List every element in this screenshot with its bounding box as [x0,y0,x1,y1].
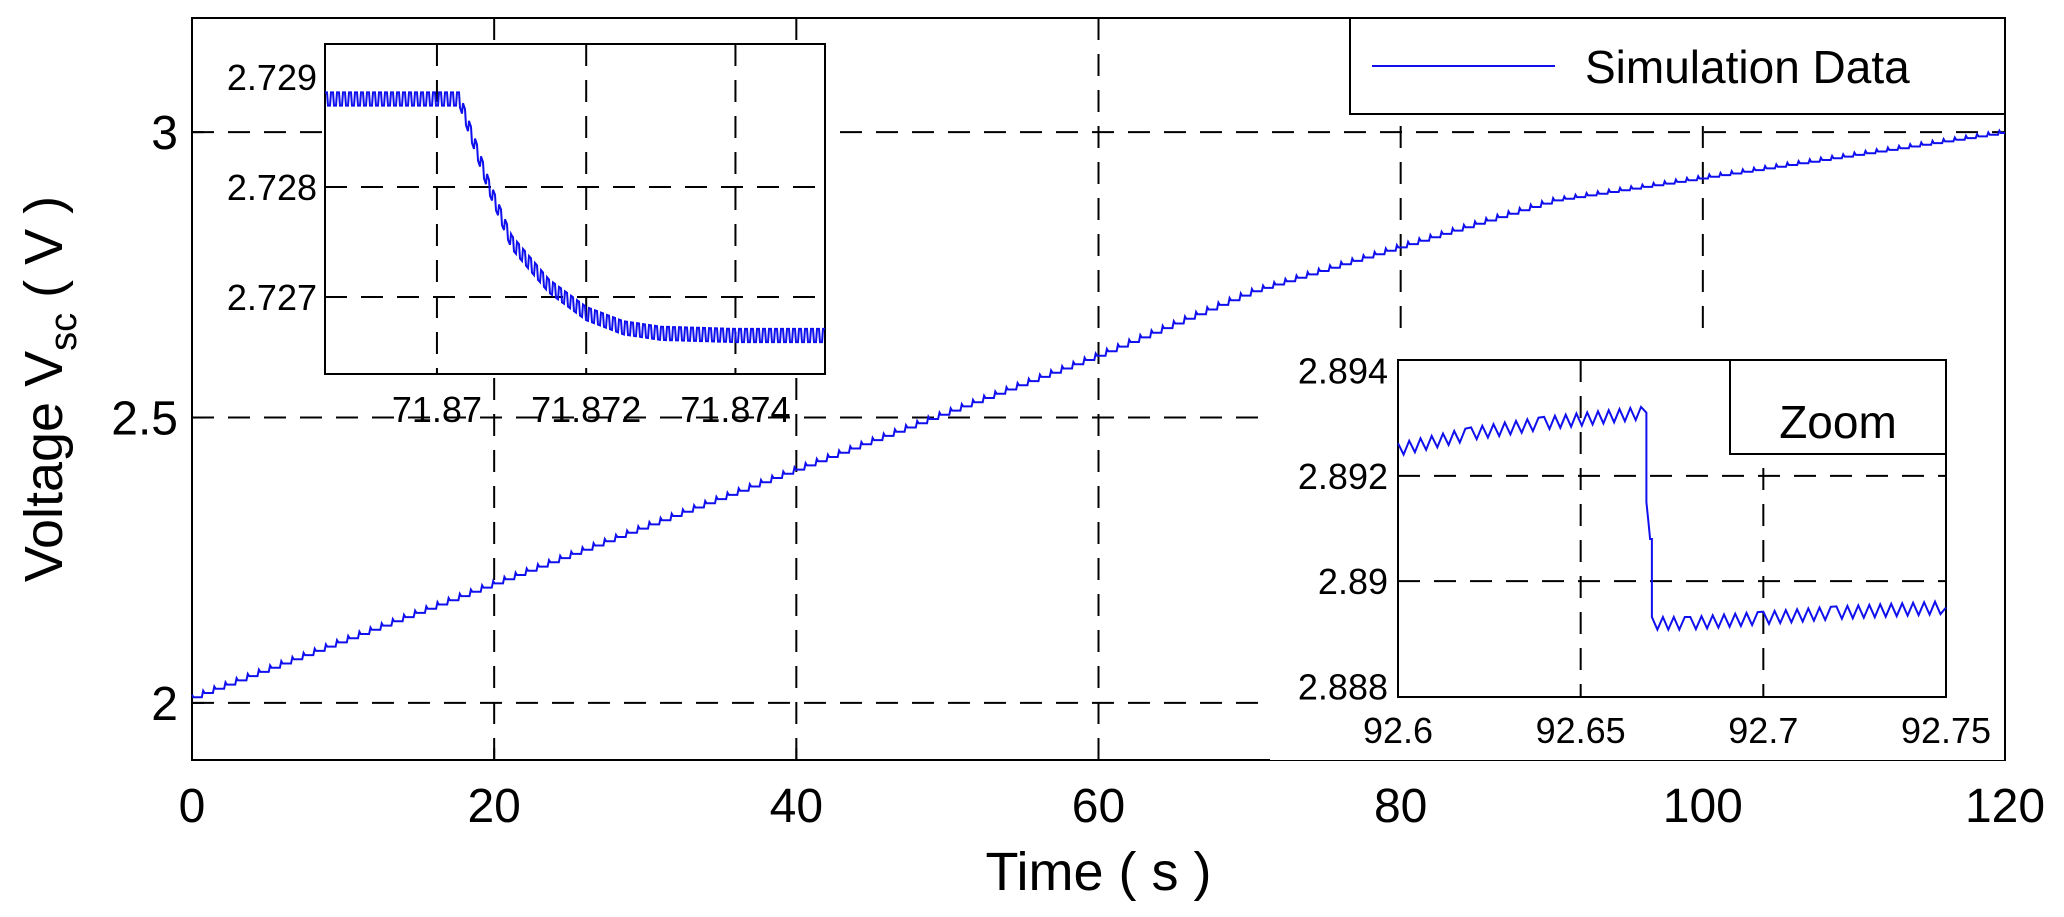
inset1-series [325,91,825,344]
series-simulation-data [191,128,2005,699]
main-y-tick-label: 2.5 [111,393,178,446]
main-x-tick-label: 100 [1663,780,1743,833]
inset2-y-tick-label: 2.892 [1298,456,1388,497]
inset1-y-tick-label: 2.727 [227,277,317,318]
y-axis-label-subscript: sc [43,313,85,351]
main-x-tick-label: 0 [179,780,206,833]
inset1-x-tick-label: 71.874 [680,389,790,430]
inset-zoom-plot: 92.6 92.65 92.7 92.75 2.888 2.89 2.892 2.894 Zoo… [1270,330,2004,760]
legend-label-simulation-data: Simulation Data [1585,41,1910,93]
inset1-x-tick-label: 71.87 [392,389,482,430]
zoom-legend: Zoom [1729,359,1947,455]
main-x-tick-label: 120 [1965,780,2045,833]
main-y-axis-label: Voltage Vsc ( V ) [14,196,85,582]
zoom-legend-label: Zoom [1779,396,1897,448]
inset2-x-tick-label: 92.6 [1363,710,1433,751]
main-x-tick-label: 60 [1072,780,1125,833]
main-x-axis-label: Time ( s ) [986,842,1212,902]
y-axis-label-main: Voltage V [14,351,74,582]
inset2-x-tick-label: 92.7 [1728,710,1798,751]
main-y-tick-label: 2 [151,678,178,731]
inset2-x-tick-label: 92.75 [1901,710,1991,751]
inset1-y-tick-label: 2.728 [227,167,317,208]
inset2-y-tick-label: 2.894 [1298,351,1388,392]
inset2-series [1397,405,1947,633]
main-x-tick-label: 80 [1374,780,1427,833]
main-y-tick-label: 3 [151,107,178,160]
inset1-y-tick-label: 2.729 [227,57,317,98]
inset2-y-tick-label: 2.89 [1318,561,1388,602]
inset2-x-tick-label: 92.65 [1536,710,1626,751]
inset1-x-tick-label: 71.872 [531,389,641,430]
zoom-legend-box [1729,359,1947,455]
main-legend: Simulation Data [1349,17,2006,115]
inset-top-left-plot: 71.87 71.872 71.874 2.727 2.728 2.729 [227,43,826,430]
main-x-tick-label: 40 [770,780,823,833]
y-axis-label-unit: ( V ) [14,196,74,313]
inset2-y-tick-label: 2.888 [1298,666,1388,707]
main-x-tick-label: 20 [467,780,520,833]
